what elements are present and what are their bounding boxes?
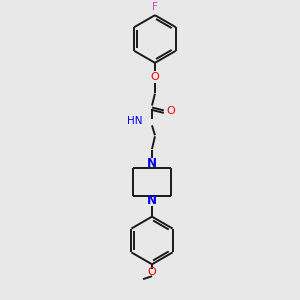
Text: O: O bbox=[167, 106, 176, 116]
Text: O: O bbox=[148, 267, 156, 277]
Text: N: N bbox=[147, 157, 157, 169]
Text: HN: HN bbox=[127, 116, 142, 126]
Text: F: F bbox=[152, 2, 158, 12]
Text: O: O bbox=[151, 72, 159, 82]
Text: N: N bbox=[147, 194, 157, 207]
